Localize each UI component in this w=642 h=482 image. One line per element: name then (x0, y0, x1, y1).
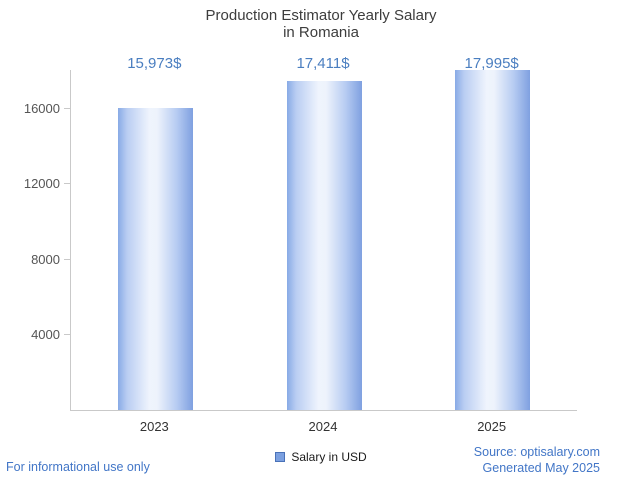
source-text: Source: optisalary.com (473, 445, 600, 459)
legend: Salary in USD (0, 450, 642, 464)
chart-title-line2: in Romania (283, 24, 359, 41)
chart-title-line1: Production Estimator Yearly Salary (205, 7, 437, 24)
y-tick-mark (64, 258, 71, 260)
bar (117, 108, 193, 410)
y-tick-label: 4000 (31, 327, 60, 343)
bar (455, 70, 531, 410)
y-tick-mark (64, 107, 71, 109)
bar-value-label: 15,973$ (127, 55, 182, 72)
bar-value-label: 17,995$ (464, 55, 519, 72)
plot-area (64, 70, 577, 411)
legend-label: Salary in USD (291, 450, 367, 464)
x-tick-label: 2025 (477, 419, 507, 434)
bar (286, 81, 362, 410)
x-tick-label: 2023 (139, 419, 169, 434)
x-tick-label: 2024 (308, 419, 338, 434)
y-tick-mark (64, 183, 71, 185)
y-tick-label: 12000 (23, 176, 60, 192)
y-tick-mark (64, 334, 71, 336)
bar-value-label: 17,411$ (296, 55, 350, 72)
y-tick-label: 8000 (31, 251, 60, 267)
disclaimer-text: For informational use only (6, 460, 150, 474)
y-tick-label: 16000 (23, 100, 60, 116)
generated-text: Generated May 2025 (482, 461, 600, 475)
source-block: Source: optisalary.com Generated May 202… (474, 444, 600, 476)
legend-swatch-icon (275, 452, 286, 462)
chart-title: Production Estimator Yearly Salary in Ro… (0, 7, 642, 41)
